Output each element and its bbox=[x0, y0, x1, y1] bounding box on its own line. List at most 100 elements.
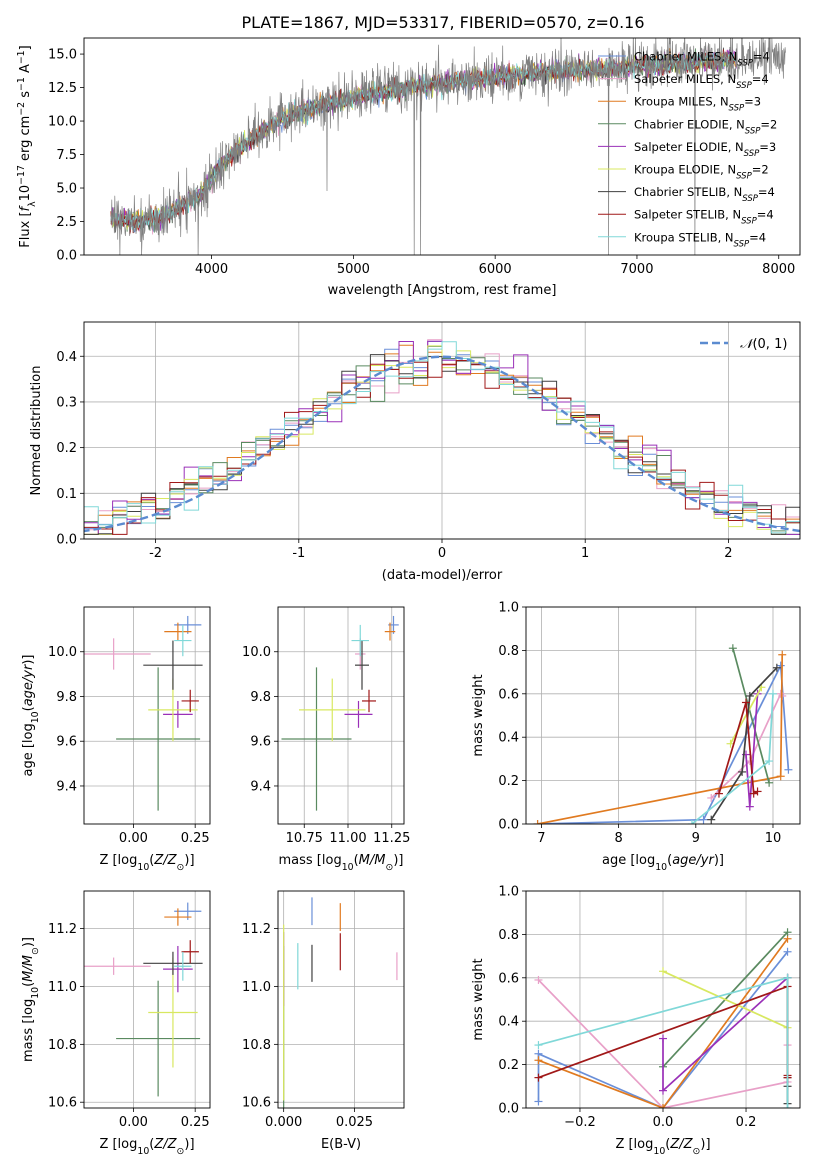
spectrum-ytick-label: 2.5 bbox=[56, 215, 77, 230]
age_vs_Z-frame bbox=[83, 606, 211, 825]
age_vs_mass-grid bbox=[278, 607, 404, 824]
weight_vs_Z-axes: −0.2 0.0 0.2 0.0 0.2 0.4 0.6 0.8 1.0 mass weight Z… bbox=[471, 885, 801, 1157]
legend-label-sub: SSP bbox=[736, 81, 752, 91]
age-vs-Z-xlabel-part: Z/Z bbox=[153, 853, 177, 868]
mass-vs-ebv-xlabel: E(B-V) bbox=[321, 1137, 361, 1152]
spectrum-xtick-label: 4000 bbox=[195, 262, 228, 277]
age-vs-mass-xlabel-part: )] bbox=[393, 853, 403, 868]
weight_vs_age-ytick-label: 0.6 bbox=[498, 687, 519, 702]
weight-line bbox=[538, 938, 789, 1108]
legend-label-tail: =4 bbox=[753, 50, 770, 64]
residuals-plot-area bbox=[84, 339, 800, 535]
weight_vs_age-ytick-label: 1.0 bbox=[498, 601, 519, 616]
weight_vs_Z-ytick-label: 1.0 bbox=[498, 885, 519, 900]
age-vs-mass-xlabel: mass [log10(M/M⊙)] bbox=[279, 853, 404, 873]
weight_vs_age-grid bbox=[526, 606, 800, 825]
age_vs_mass-ytick-label: 9.8 bbox=[250, 690, 271, 705]
weight-vs-age-xlabel-part: age [log bbox=[602, 853, 655, 868]
legend-label-tail: =4 bbox=[752, 72, 769, 86]
mass-vs-Z-xlabel-part: )] bbox=[184, 1137, 194, 1152]
weight_vs_age-axes: 7 8 9 10 0.0 0.2 0.4 0.6 0.8 1.0 mass weight age [l… bbox=[471, 601, 801, 873]
legend-label-tail: =3 bbox=[759, 140, 776, 154]
legend-label: Chabrier MILES, NSSP=4 bbox=[634, 50, 770, 69]
spectrum-ylabel-part: −1 bbox=[16, 77, 27, 91]
weight-vs-age-xlabel-part: 10 bbox=[655, 862, 667, 873]
spectrum-xtick-label: 5000 bbox=[337, 262, 370, 277]
age-vs-Z-xlabel-part: Z [log bbox=[99, 853, 137, 868]
weight_vs_age-xtick-label: 10 bbox=[765, 831, 782, 846]
mass-vs-Z-xlabel: Z [log10(Z/Z⊙)] bbox=[99, 1137, 194, 1157]
mass-vs-Z-ylabel-part: ( bbox=[21, 982, 36, 987]
residuals-ytick-label: 0.0 bbox=[56, 533, 77, 548]
legend-label-base: Chabrier ELODIE, N bbox=[634, 117, 745, 131]
age-vs-Z-ylabel-part: )] bbox=[21, 654, 36, 664]
legend-label-base: Kroupa STELIB, N bbox=[634, 230, 734, 244]
age-vs-mass-xlabel-part: ⊙ bbox=[385, 862, 393, 873]
legend-label: Kroupa MILES, NSSP=3 bbox=[634, 95, 761, 114]
residuals-xlabel: (data-model)/error bbox=[382, 568, 503, 583]
spectrum-ylabel-part: erg cm bbox=[18, 116, 33, 165]
spectrum-axes: 4000 5000 6000 7000 8000 0.0 2.5 5.0 7.5 10.0 12.5… bbox=[16, 37, 801, 298]
legend-label-base: Kroupa ELODIE, N bbox=[634, 163, 736, 177]
residuals-xtick-label: -2 bbox=[149, 546, 162, 561]
weight_vs_age-frame bbox=[525, 606, 801, 825]
spectrum-ylabel-part: ] bbox=[18, 45, 33, 50]
residuals-ylabel: Normed distribution bbox=[29, 366, 44, 496]
legend-label-tail: =3 bbox=[744, 95, 761, 109]
age-vs-mass-xlabel-part: ( bbox=[354, 853, 359, 868]
legend-label: Kroupa ELODIE, NSSP=2 bbox=[634, 163, 769, 182]
weight_vs_age-ytick-label: 0.0 bbox=[498, 818, 519, 833]
weight-vs-Z-xlabel-part: Z/Z bbox=[669, 1137, 693, 1152]
mass_vs_ebv-axes: 0.000 0.025 10.6 10.8 11.0 11.2 E(B-V) bbox=[242, 890, 405, 1152]
weight-vs-age-xlabel-part: )] bbox=[714, 853, 724, 868]
spectrum-plot-area bbox=[110, 38, 786, 255]
spectrum-xtick-label: 6000 bbox=[479, 262, 512, 277]
spectrum-ylabel-part: s bbox=[18, 91, 33, 102]
age_vs_mass-ytick-label: 10.0 bbox=[242, 645, 271, 660]
spectrum-xtick-label: 8000 bbox=[762, 262, 795, 277]
weight_vs_Z-xtick-label: −0.2 bbox=[564, 1115, 596, 1130]
legend-label: Chabrier STELIB, NSSP=4 bbox=[634, 185, 775, 204]
legend-label-base: Chabrier STELIB, N bbox=[634, 185, 742, 199]
mass_vs_ebv-ytick-label: 11.0 bbox=[242, 980, 271, 995]
legend-label: Salpeter ELODIE, NSSP=3 bbox=[634, 140, 776, 159]
legend-label-base: Salpeter STELIB, N bbox=[634, 208, 741, 222]
legend-label-sub: SSP bbox=[729, 104, 745, 114]
weight-vs-Z-xlabel-part: ⊙ bbox=[693, 1146, 701, 1157]
age-vs-Z-ylabel-part: age [log bbox=[21, 723, 36, 776]
mass-vs-Z-ylabel-part: mass [log bbox=[21, 999, 36, 1062]
age_vs_mass-xtick-label: 11.00 bbox=[329, 831, 366, 846]
spectrum-ylabel-part: −2 bbox=[16, 102, 27, 116]
weight_vs_Z-grid bbox=[526, 890, 800, 1109]
weight_vs_age-xtick-label: 8 bbox=[614, 831, 622, 846]
mass-vs-Z-ylabel: mass [log10(M/M⊙)] bbox=[21, 937, 41, 1062]
weight_vs_age-xtick-label: 7 bbox=[537, 831, 545, 846]
age_vs_mass-axes: 10.75 11.00 11.25 9.4 9.6 9.8 10.0 mass [log10(… bbox=[242, 606, 410, 873]
mass_vs_ebv-ytick-label: 11.2 bbox=[242, 922, 271, 937]
residuals-ytick-label: 0.3 bbox=[56, 395, 77, 410]
mass_vs_ebv-frame bbox=[277, 890, 405, 1109]
mass-vs-Z-ylabel-part: 10 bbox=[30, 987, 41, 999]
plots-group: 4000 5000 6000 7000 80000.02.55.07.510.012.5… bbox=[16, 37, 801, 1157]
mass_vs_ebv-xtick-label: 0.000 bbox=[265, 1115, 302, 1130]
spectrum-ylabel-part: A bbox=[18, 64, 33, 77]
weight-line bbox=[732, 647, 770, 784]
spectrum-ylabel-part: −1 bbox=[16, 50, 27, 64]
age-vs-Z-ylabel-part: ( bbox=[21, 706, 36, 711]
mass_vs_Z-xtick-label: 0.00 bbox=[119, 1115, 148, 1130]
age-vs-mass-xlabel-part: mass [log bbox=[279, 853, 342, 868]
mass_vs_Z-xtick-label: 0.25 bbox=[181, 1115, 210, 1130]
age_vs_Z-axes: 0.00 0.259.49.69.810.0Z [log10(Z/Z⊙)]age … bbox=[21, 606, 211, 873]
legend-label-sub: SSP bbox=[745, 126, 761, 136]
mass_vs_ebv-plot-area bbox=[283, 897, 398, 1108]
age_vs_Z-xtick-label: 0.00 bbox=[119, 831, 148, 846]
age-vs-Z-xlabel-part: )] bbox=[184, 853, 194, 868]
mass_vs_Z-ytick-label: 10.6 bbox=[48, 1096, 77, 1111]
weight_vs_Z-xtick-label: 0.0 bbox=[653, 1115, 674, 1130]
weight-vs-Z-xlabel-part: )] bbox=[700, 1137, 710, 1152]
spectrum-data-line bbox=[110, 38, 786, 255]
residual-hist bbox=[84, 341, 800, 534]
spectrum-xtick-label: 7000 bbox=[620, 262, 653, 277]
